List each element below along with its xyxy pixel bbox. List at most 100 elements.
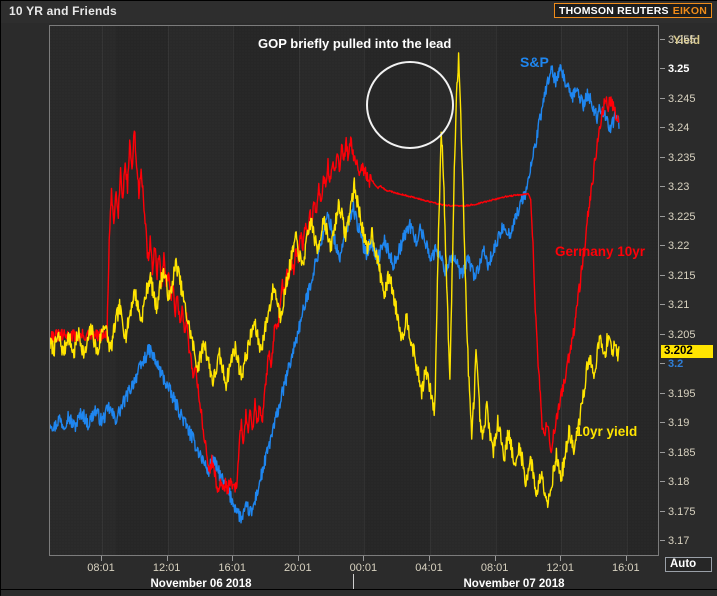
window-title: 10 YR and Friends (9, 4, 117, 18)
series-layer (50, 52, 620, 524)
y-axis-tick-label: 3.24 (668, 122, 690, 135)
y-axis-tick-dash (660, 540, 665, 542)
x-axis-date-left: November 06 2018 (150, 578, 252, 590)
window-bottom-bar (1, 589, 717, 596)
y-axis-tick-dash (660, 422, 665, 424)
x-axis-tick-dash (560, 556, 562, 561)
y-axis-tick-dash (660, 274, 665, 276)
y-axis-tick-label: 3.195 (668, 387, 696, 400)
y-axis[interactable]: Yield 3.255 3.25 3.245 3.24 3.235 3.23 3.225 3.… (659, 23, 717, 596)
y-axis-tick-dash (660, 156, 665, 158)
y-axis-tick-dash (660, 333, 665, 335)
y-axis-tick-label: 3.215 (668, 269, 696, 282)
annotation-gop-callout: GOP briefly pulled into the lead (258, 36, 452, 51)
y-axis-tick-label: 3.18 (668, 476, 690, 489)
y-axis-tick-label: 3.22 (668, 240, 690, 253)
x-axis-tick-label: 16:01 (612, 562, 640, 574)
y-axis-tick-label: 3.17 (668, 535, 690, 548)
y-axis-tick-dash (660, 245, 665, 247)
highlight-circle (366, 61, 454, 149)
y-axis-tick: 3.22 (659, 240, 717, 252)
series-line-sp (50, 64, 620, 524)
y-axis-tick: 3.255 (659, 34, 717, 46)
y-axis-tick: 3.23 (659, 181, 717, 193)
x-axis-tick-dash (101, 556, 102, 561)
y-axis-tick-label: 3.245 (668, 92, 696, 105)
plot-area[interactable]: GOP briefly pulled into the lead S&P Ger… (49, 25, 659, 556)
y-axis-tick-dash (660, 68, 665, 70)
y-axis-tick-dash (660, 392, 665, 394)
x-axis-tick-label: 16:01 (218, 562, 246, 574)
y-axis-tick-dash (660, 481, 665, 483)
y-axis-tick-dash (660, 451, 665, 453)
y-axis-tick-dash (660, 363, 665, 365)
annotation-yield-label: 10yr yield (575, 424, 638, 439)
y-axis-title: Yield (673, 35, 701, 47)
y-axis-tick: 3.2 (659, 358, 717, 370)
x-axis-tick-dash (297, 556, 299, 561)
y-axis-tick-dash (660, 304, 665, 306)
x-axis-tick-dash (166, 556, 168, 561)
x-axis: 08:01 12:01 16:01 20:01 00:01 04:01 08:01 12:01… (1, 556, 717, 596)
x-axis-tick-label: 12:01 (546, 562, 574, 574)
y-axis-tick: 3.185 (659, 447, 717, 459)
y-axis-tick: 3.25 (659, 63, 717, 75)
y-axis-tick-dash (660, 127, 665, 129)
chart-container: GOP briefly pulled into the lead S&P Ger… (1, 23, 717, 596)
series-line-germany (50, 96, 620, 495)
y-axis-tick-label: 3.235 (668, 151, 696, 164)
series-line-10yr-yield (50, 52, 620, 509)
y-axis-tick-dash (660, 38, 665, 40)
annotation-germany-label: Germany 10yr (555, 244, 646, 259)
x-axis-tick-dash (625, 556, 627, 561)
y-axis-tick-label: 3.175 (668, 505, 696, 518)
y-axis-tick-label: 3.205 (668, 328, 696, 341)
auto-scale-button[interactable]: Auto (665, 557, 712, 572)
y-axis-tick-label: 3.25 (668, 63, 690, 76)
y-axis-tick-label: 3.21 (668, 299, 690, 312)
y-axis-tick-dash (660, 97, 665, 99)
y-axis-tick: 3.19 (659, 417, 717, 429)
y-axis-tick-dash (660, 186, 665, 188)
y-axis-current-value-marker: 3.202 (661, 345, 713, 359)
y-axis-tick: 3.24 (659, 122, 717, 134)
x-axis-tick-dash (494, 556, 496, 561)
y-axis-tick-label: 3.185 (668, 446, 696, 459)
auto-scale-label: Auto (670, 558, 697, 570)
x-axis-tick-dash (429, 556, 430, 561)
annotation-sp-label: S&P (520, 54, 549, 70)
x-axis-tick-label: 12:01 (152, 562, 181, 574)
x-axis-tick-label: 08:01 (480, 562, 509, 574)
y-axis-tick: 3.225 (659, 211, 717, 223)
y-axis-tick: 3.195 (659, 388, 717, 400)
thomson-reuters-eikon-badge: THOMSON REUTERS EIKON (553, 3, 712, 18)
y-axis-tick: 3.175 (659, 506, 717, 518)
y-axis-tick: 3.205 (659, 329, 717, 341)
y-axis-tick: 3.18 (659, 476, 717, 488)
brand-eikon: EIKON (672, 4, 707, 17)
y-axis-tick-label: 3.225 (668, 210, 696, 223)
x-axis-tick-label: 04:01 (415, 562, 443, 574)
x-axis-tick-label: 20:01 (284, 562, 312, 574)
day-separator-line (353, 574, 354, 596)
y-axis-tick-label: 3.255 (668, 33, 696, 46)
y-axis-tick: 3.235 (659, 152, 717, 164)
x-axis-tick-label: 08:01 (87, 562, 115, 574)
brand-thomson-reuters: THOMSON REUTERS (558, 4, 669, 17)
window-titlebar: 10 YR and Friends THOMSON REUTERS EIKON (1, 1, 717, 23)
x-axis-tick-dash (232, 556, 234, 561)
y-axis-tick: 3.215 (659, 270, 717, 282)
y-axis-tick: 3.245 (659, 93, 717, 105)
y-axis-tick-dash (660, 510, 665, 512)
y-axis-tick-label: 3.19 (668, 417, 690, 430)
y-axis-tick-label: 3.23 (668, 181, 690, 194)
y-axis-tick-label: 3.2 (668, 358, 684, 371)
y-axis-tick-dash (660, 215, 665, 217)
x-axis-tick-label: 00:01 (349, 562, 378, 574)
x-axis-date-right: November 07 2018 (463, 578, 565, 590)
y-axis-tick: 3.17 (659, 535, 717, 547)
y-axis-tick: 3.21 (659, 299, 717, 311)
y-axis-current-value: 3.202 (664, 345, 693, 358)
x-axis-tick-dash (363, 556, 365, 561)
